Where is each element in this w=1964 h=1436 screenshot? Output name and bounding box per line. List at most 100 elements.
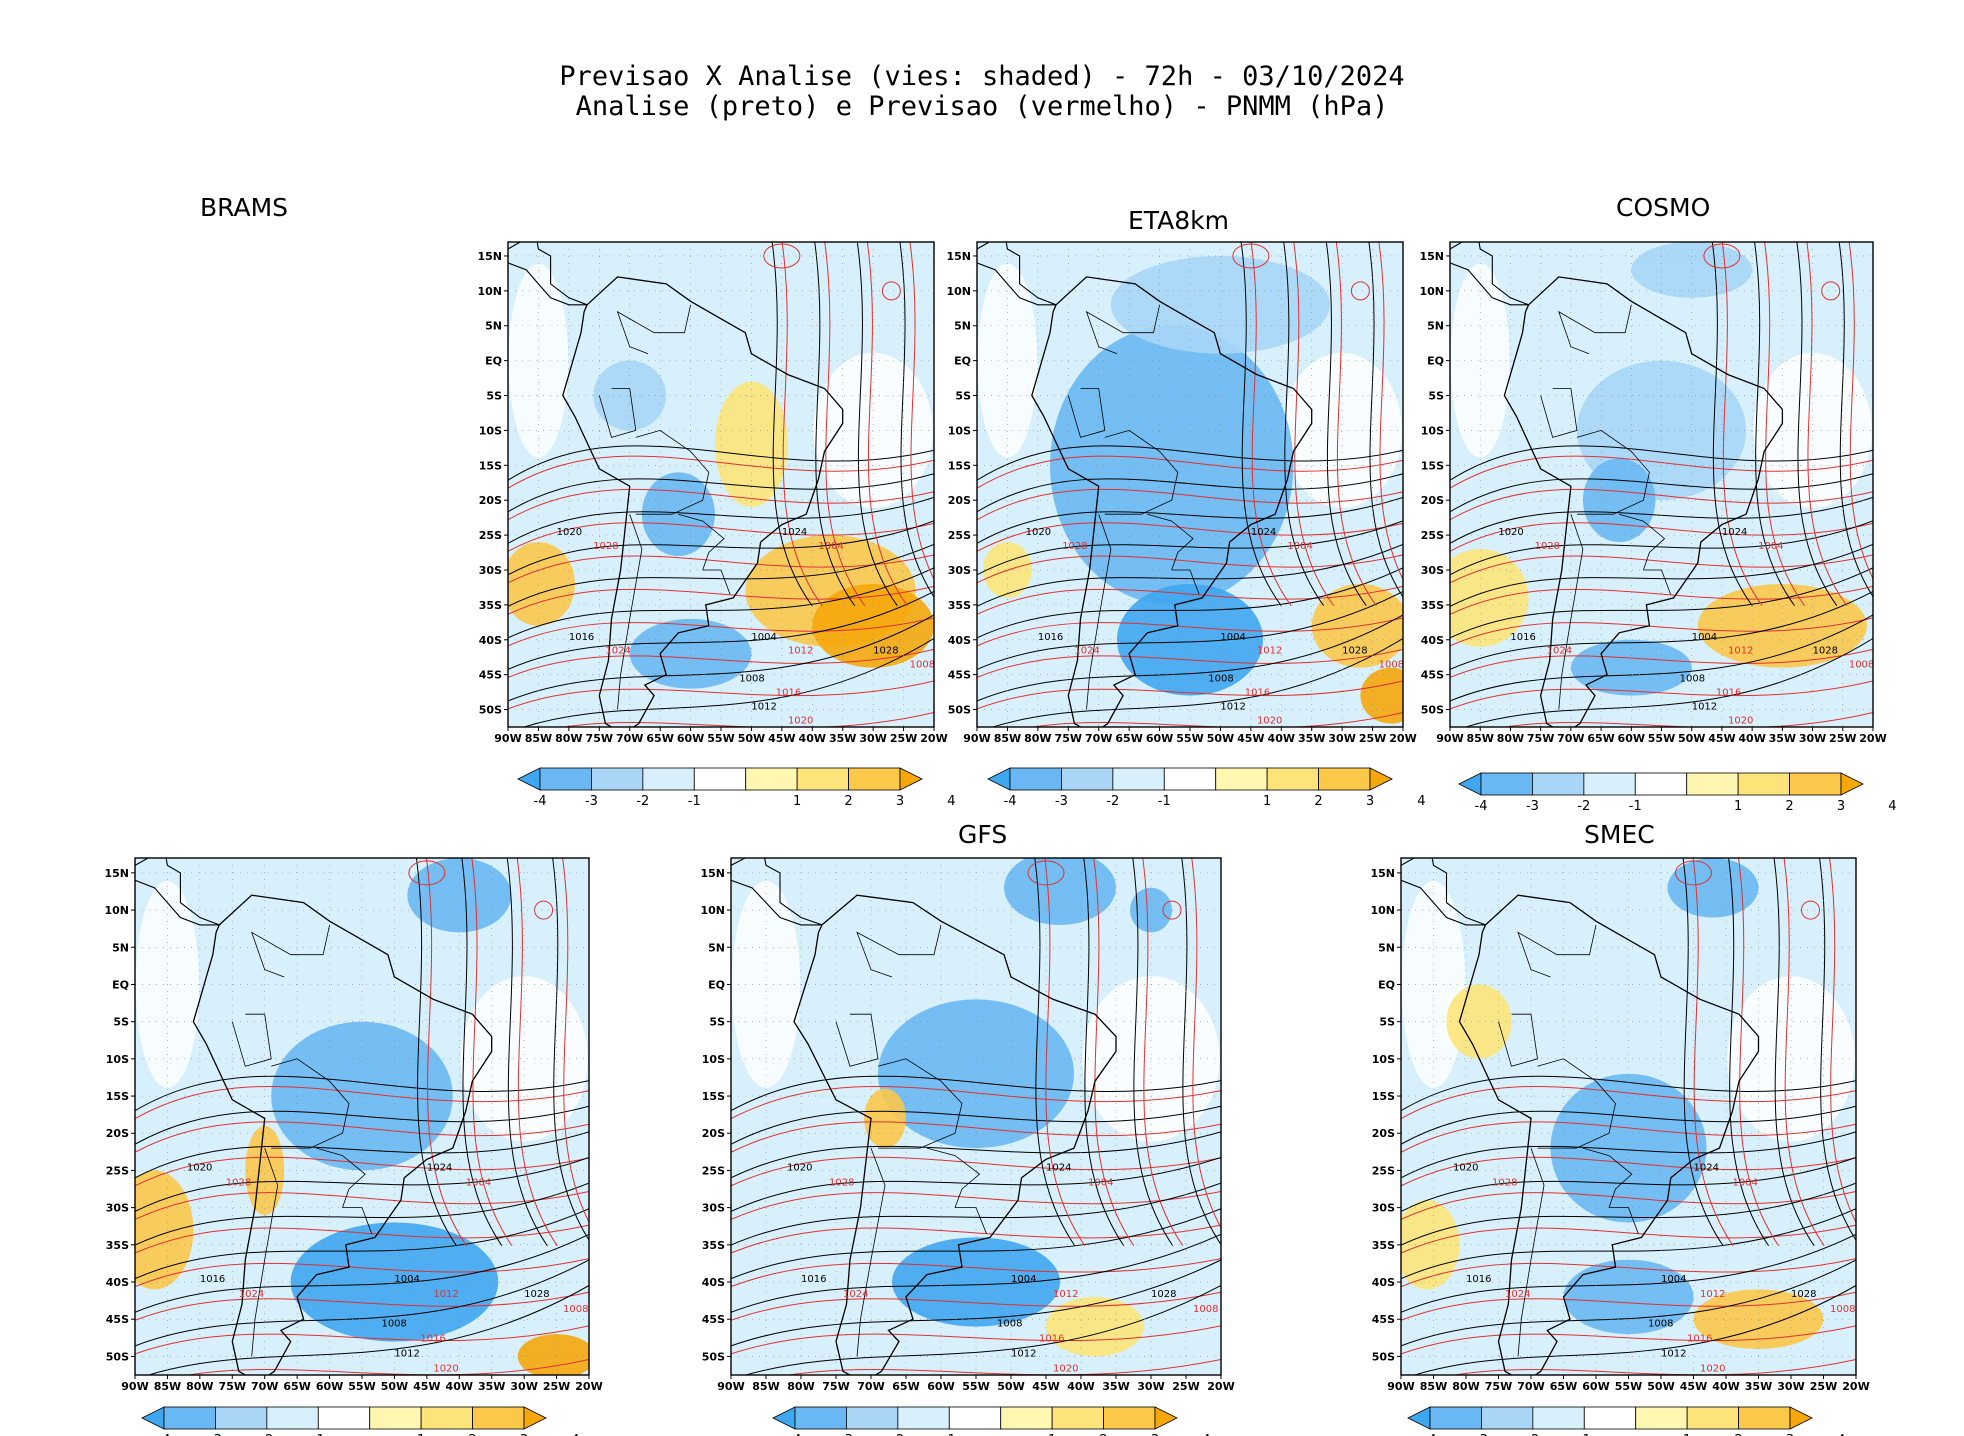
colorbar-label: 2 xyxy=(468,1433,476,1436)
colorbar-segment xyxy=(1532,772,1585,796)
panel-label-cosmo: COSMO xyxy=(1616,193,1711,222)
isobar-forecast xyxy=(977,585,1403,615)
colorbar-label: -3 xyxy=(840,1433,853,1436)
lon-tick-label: 85W xyxy=(1420,1380,1447,1393)
lon-tick-label: 55W xyxy=(1615,1380,1642,1393)
colorbar-right-arrow xyxy=(1154,1406,1178,1430)
lon-tick-label: 40W xyxy=(1712,1380,1739,1393)
isobar-analysis xyxy=(731,1075,1221,1112)
coastline xyxy=(192,894,493,1375)
isobar-forecast xyxy=(1044,858,1086,1247)
lat-tick-label: 15N xyxy=(700,867,725,880)
lon-tick-label: 55W xyxy=(707,732,734,745)
isobar-label-forecast: 1028 xyxy=(829,1177,854,1188)
lat-tick-label: 30S xyxy=(479,564,502,577)
lon-tick-label: 85W xyxy=(154,1380,181,1393)
isobar-forecast xyxy=(1675,860,1712,886)
country-border xyxy=(1147,513,1194,571)
lat-tick-label: 15N xyxy=(104,867,129,880)
lon-tick-label: 35W xyxy=(1102,1380,1129,1393)
isobar-analysis xyxy=(135,1156,589,1212)
colorbar-segment xyxy=(1583,772,1636,796)
isobar-label-forecast: 1012 xyxy=(1700,1289,1725,1300)
country-border xyxy=(1643,569,1671,595)
isobar-label-analysis: 1012 xyxy=(1692,702,1717,713)
country-border xyxy=(1104,429,1179,515)
colorbar-segment xyxy=(1789,772,1842,796)
lat-tick-label: 20S xyxy=(106,1127,129,1140)
colorbar-right-arrow xyxy=(1789,1406,1813,1430)
isobar-label-analysis: 1020 xyxy=(787,1162,812,1173)
lat-tick-label: 30S xyxy=(702,1202,725,1215)
bias-region xyxy=(508,542,575,626)
coastline xyxy=(1503,276,1784,727)
isobar-forecast xyxy=(1162,900,1182,920)
isobar-label-forecast: 1008 xyxy=(1849,660,1874,671)
lon-tick-label: 55W xyxy=(348,1380,375,1393)
isobar-analysis xyxy=(1464,638,1873,727)
isobar-label-analysis: 1024 xyxy=(1251,527,1276,538)
isobar-forecast xyxy=(1293,242,1335,607)
isobar-label-analysis: 1016 xyxy=(1038,632,1063,643)
isobar-forecast xyxy=(781,242,823,607)
colorbar-label: 4 xyxy=(1202,1433,1210,1436)
isobar-label-forecast: 1020 xyxy=(788,716,813,727)
lat-tick-label: EQ xyxy=(1427,355,1444,368)
lon-tick-label: 30W xyxy=(510,1380,537,1393)
colorbar-label: 3 xyxy=(1786,1433,1794,1436)
isobar-forecast xyxy=(977,648,1403,678)
isobar-forecast xyxy=(1738,858,1780,1247)
lat-tick-label: 5N xyxy=(1378,941,1395,954)
colorbar-label: -2 xyxy=(1106,794,1119,809)
lon-tick-label: 50W xyxy=(997,1380,1024,1393)
isobar-forecast xyxy=(508,522,934,552)
bias-region xyxy=(812,583,934,668)
country-border xyxy=(835,1013,879,1067)
isobar-forecast xyxy=(516,858,558,1247)
lat-tick-label: 15S xyxy=(702,1090,725,1103)
isobar-forecast xyxy=(731,1258,1221,1288)
lon-tick-label: 65W xyxy=(283,1380,310,1393)
lat-tick-label: 5S xyxy=(1428,390,1444,403)
lon-tick-label: 20W xyxy=(920,732,947,745)
isobar-label-forecast: 1016 xyxy=(1039,1334,1064,1345)
isobar-forecast xyxy=(1093,858,1135,1247)
isobar-analysis xyxy=(977,614,1403,702)
lon-tick-label: 50W xyxy=(1647,1380,1674,1393)
isobar-forecast xyxy=(1764,242,1805,607)
isobar-forecast xyxy=(1401,1291,1856,1321)
country-border xyxy=(877,1058,963,1149)
isobar-analysis xyxy=(1401,1156,1856,1212)
colorbar-eta: -4 -3 -2 -1 1 2 3 4 xyxy=(987,767,1426,809)
isobar-label-analysis: 1028 xyxy=(873,646,898,657)
colorbar-right-arrow xyxy=(523,1406,547,1430)
isobar-analysis xyxy=(977,590,1403,670)
lon-tick-label: 75W xyxy=(1485,1380,1512,1393)
colorbar-smec: -4 -3 -2 -1 1 2 3 4 xyxy=(1407,1406,1846,1436)
lon-tick-label: 85W xyxy=(994,732,1021,745)
isobar-label-forecast: 1008 xyxy=(1193,1304,1218,1315)
isobar-label-forecast: 1012 xyxy=(1728,646,1753,657)
colorbar-segment xyxy=(591,767,644,791)
lon-tick-label: 80W xyxy=(186,1380,213,1393)
colorbar-segment xyxy=(1112,767,1165,791)
isobar-label-analysis: 1028 xyxy=(1151,1289,1176,1300)
colorbar-segment xyxy=(317,1406,371,1430)
coastline xyxy=(977,242,1057,306)
isobar-label-analysis: 1004 xyxy=(1661,1274,1686,1285)
isobar-analysis xyxy=(1401,1075,1856,1112)
isobar-forecast xyxy=(1450,648,1873,678)
isobar-forecast xyxy=(508,680,934,710)
isobar-forecast xyxy=(562,858,589,1224)
isobar-label-analysis: 1012 xyxy=(751,702,776,713)
colorbar-label: -4 xyxy=(1424,1433,1437,1436)
isobar-analysis xyxy=(1450,590,1873,670)
colorbar-label: 2 xyxy=(1099,1433,1107,1436)
colorbar-segment xyxy=(369,1406,422,1430)
lat-tick-label: 50S xyxy=(1372,1350,1395,1363)
lat-tick-label: 25S xyxy=(702,1164,725,1177)
lat-tick-label: 35S xyxy=(948,599,971,612)
lon-tick-label: 65W xyxy=(1115,732,1142,745)
bias-region xyxy=(517,1334,589,1375)
lat-tick-label: 15S xyxy=(1372,1090,1395,1103)
